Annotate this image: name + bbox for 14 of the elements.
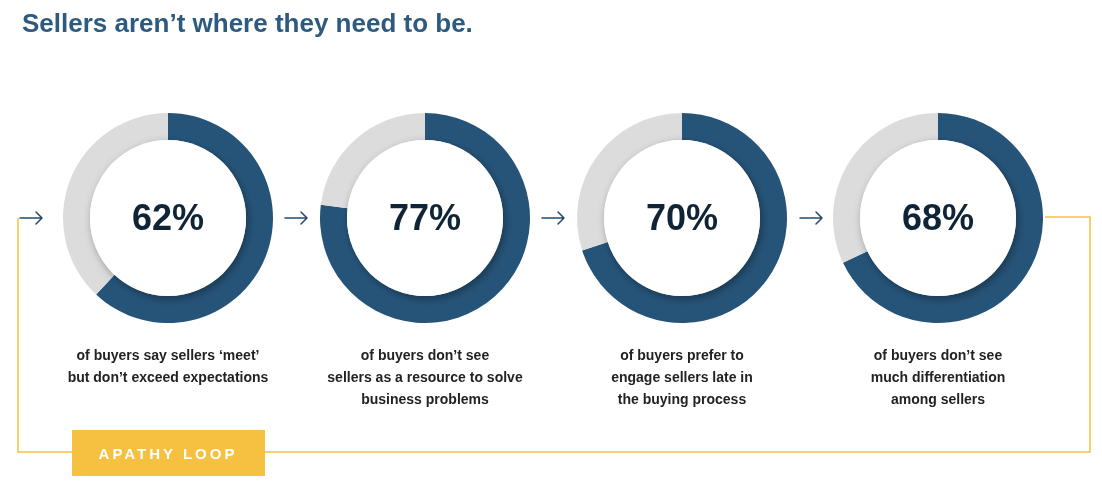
text: of buyers say sellers ‘meet’ but don’t exceed expectations <box>67 347 269 385</box>
data-label: 68% <box>901 197 975 238</box>
text: APATHY LOOP <box>98 445 238 462</box>
chart-title: Sellers aren’t where they need to be. <box>22 8 473 38</box>
data-label: 70% <box>645 197 719 238</box>
text: of buyers don’t see sellers as a resource to solve business problems <box>327 347 523 407</box>
donut-slice <box>96 113 273 323</box>
text: of buyers don’t see much differentiation among sellers <box>870 347 1006 407</box>
text: of buyers prefer to engage sellers late in the buying process <box>611 347 753 407</box>
data-label: 77% <box>388 197 462 238</box>
donut-slice <box>842 113 1043 323</box>
donut-slice <box>320 113 530 323</box>
donut-slice <box>582 113 787 323</box>
data-label: 62% <box>131 197 205 238</box>
